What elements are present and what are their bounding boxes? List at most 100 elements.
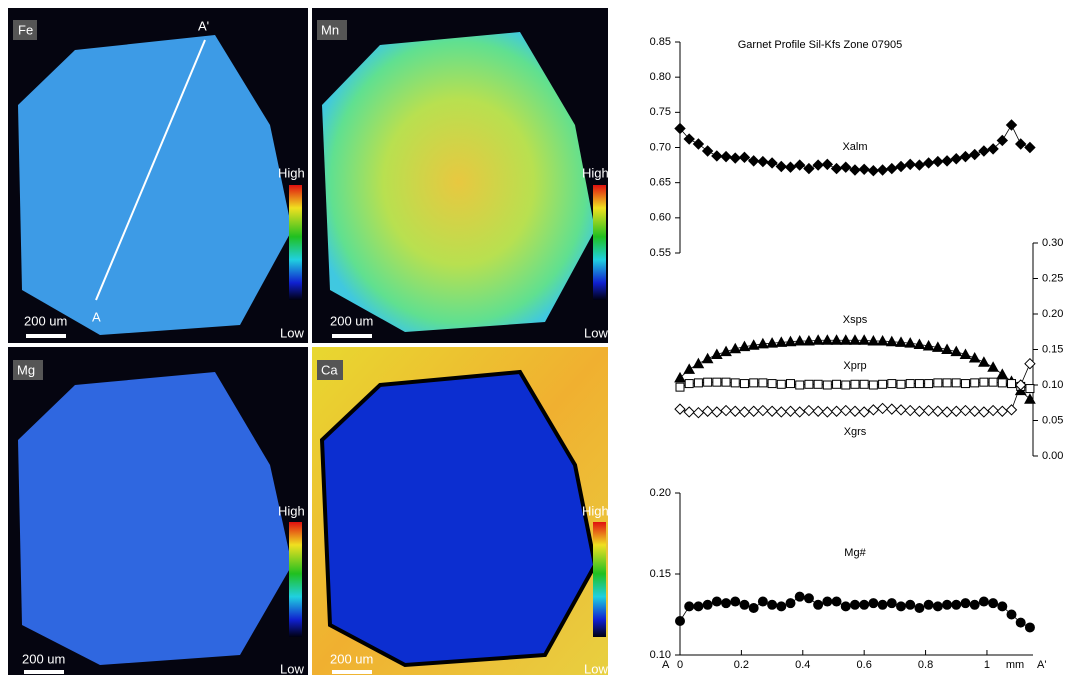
- data-point: [795, 380, 805, 390]
- y-tick-label: 0.15: [650, 568, 671, 580]
- data-point: [859, 379, 869, 389]
- data-point: [729, 405, 741, 417]
- garnet-grain: [322, 32, 595, 332]
- data-point: [886, 598, 897, 609]
- chart-title: Garnet Profile Sil-Kfs Zone 07905: [738, 39, 902, 51]
- series-label: Xgrs: [844, 426, 867, 438]
- data-point: [675, 382, 685, 392]
- data-point: [747, 405, 760, 417]
- garnet-grain: [18, 35, 292, 335]
- data-point: [996, 368, 1009, 379]
- data-point: [738, 151, 751, 164]
- data-point: [913, 159, 926, 171]
- data-point: [959, 150, 972, 163]
- data-point: [813, 599, 824, 610]
- y2-tick-label: 0.15: [1042, 343, 1063, 355]
- data-point: [968, 351, 981, 363]
- data-point: [710, 348, 723, 359]
- data-point: [812, 334, 824, 345]
- data-point: [1005, 119, 1018, 131]
- data-point: [1024, 141, 1036, 154]
- data-point: [711, 150, 723, 162]
- data-point: [941, 155, 953, 167]
- color-bar-low: Low: [280, 325, 304, 340]
- data-point: [832, 379, 842, 389]
- y-tick-label: 0.55: [650, 247, 671, 259]
- data-point: [895, 404, 907, 416]
- data-point: [913, 338, 926, 350]
- data-point: [683, 133, 695, 145]
- data-point: [1024, 622, 1035, 633]
- y-tick-label: 0.75: [650, 106, 671, 118]
- scale-bar: [24, 670, 64, 674]
- data-point: [757, 337, 769, 349]
- x-tick-label: 0: [677, 659, 683, 671]
- data-point: [711, 406, 723, 418]
- data-point: [739, 379, 749, 389]
- data-point: [830, 405, 843, 417]
- profile-end-label: A': [198, 18, 209, 33]
- data-point: [730, 378, 740, 388]
- data-point: [794, 591, 805, 602]
- data-point: [997, 378, 1007, 388]
- color-bar: [593, 522, 606, 637]
- data-point: [904, 404, 916, 417]
- data-point: [978, 356, 990, 367]
- data-point: [849, 164, 861, 176]
- data-point: [830, 162, 843, 175]
- data-point: [794, 159, 806, 171]
- data-point: [747, 339, 760, 350]
- data-point: [904, 158, 916, 171]
- data-point: [905, 599, 916, 610]
- data-point: [1015, 379, 1027, 391]
- data-point: [950, 153, 962, 165]
- color-bar-low: Low: [584, 661, 608, 676]
- data-point: [858, 334, 871, 345]
- data-point: [692, 138, 705, 150]
- data-point: [784, 405, 797, 417]
- scale-bar-label: 200 um: [22, 651, 65, 666]
- series-label: Xalm: [842, 141, 867, 153]
- x-tick-label: 0.4: [795, 659, 810, 671]
- data-point: [878, 379, 888, 389]
- data-point: [693, 601, 704, 612]
- data-point: [924, 379, 934, 389]
- data-point: [822, 380, 832, 390]
- color-bar-high: High: [278, 503, 305, 518]
- y2-tick-label: 0.20: [1042, 308, 1063, 320]
- y2-tick-label: 0.25: [1042, 272, 1063, 284]
- data-point: [922, 157, 935, 169]
- data-point: [959, 348, 972, 359]
- data-point: [988, 598, 999, 609]
- data-point: [858, 163, 870, 176]
- x-tick-label: 0.2: [734, 659, 749, 671]
- color-bar-high: High: [582, 165, 609, 180]
- data-point: [931, 341, 944, 352]
- data-point: [1024, 357, 1036, 370]
- data-point: [968, 148, 981, 161]
- data-point: [720, 404, 732, 417]
- data-point: [960, 598, 971, 609]
- data-point: [932, 405, 944, 417]
- data-point: [886, 162, 898, 175]
- data-point: [923, 599, 934, 610]
- data-point: [711, 596, 722, 607]
- data-point: [840, 601, 851, 612]
- data-point: [978, 145, 990, 157]
- data-point: [804, 379, 814, 389]
- map-label-box: [13, 20, 37, 40]
- data-point: [721, 377, 731, 387]
- y2-tick-label: 0.05: [1042, 414, 1063, 426]
- data-point: [775, 336, 788, 347]
- data-point: [766, 337, 778, 348]
- data-point: [693, 378, 703, 388]
- data-point: [859, 599, 870, 610]
- color-bar: [593, 185, 606, 300]
- data-point: [729, 152, 741, 164]
- profile-end: A': [1037, 659, 1046, 671]
- data-point: [803, 334, 815, 346]
- data-point: [895, 160, 907, 173]
- data-point: [674, 371, 686, 383]
- y-tick-label: 0.20: [650, 487, 671, 499]
- data-point: [776, 601, 787, 612]
